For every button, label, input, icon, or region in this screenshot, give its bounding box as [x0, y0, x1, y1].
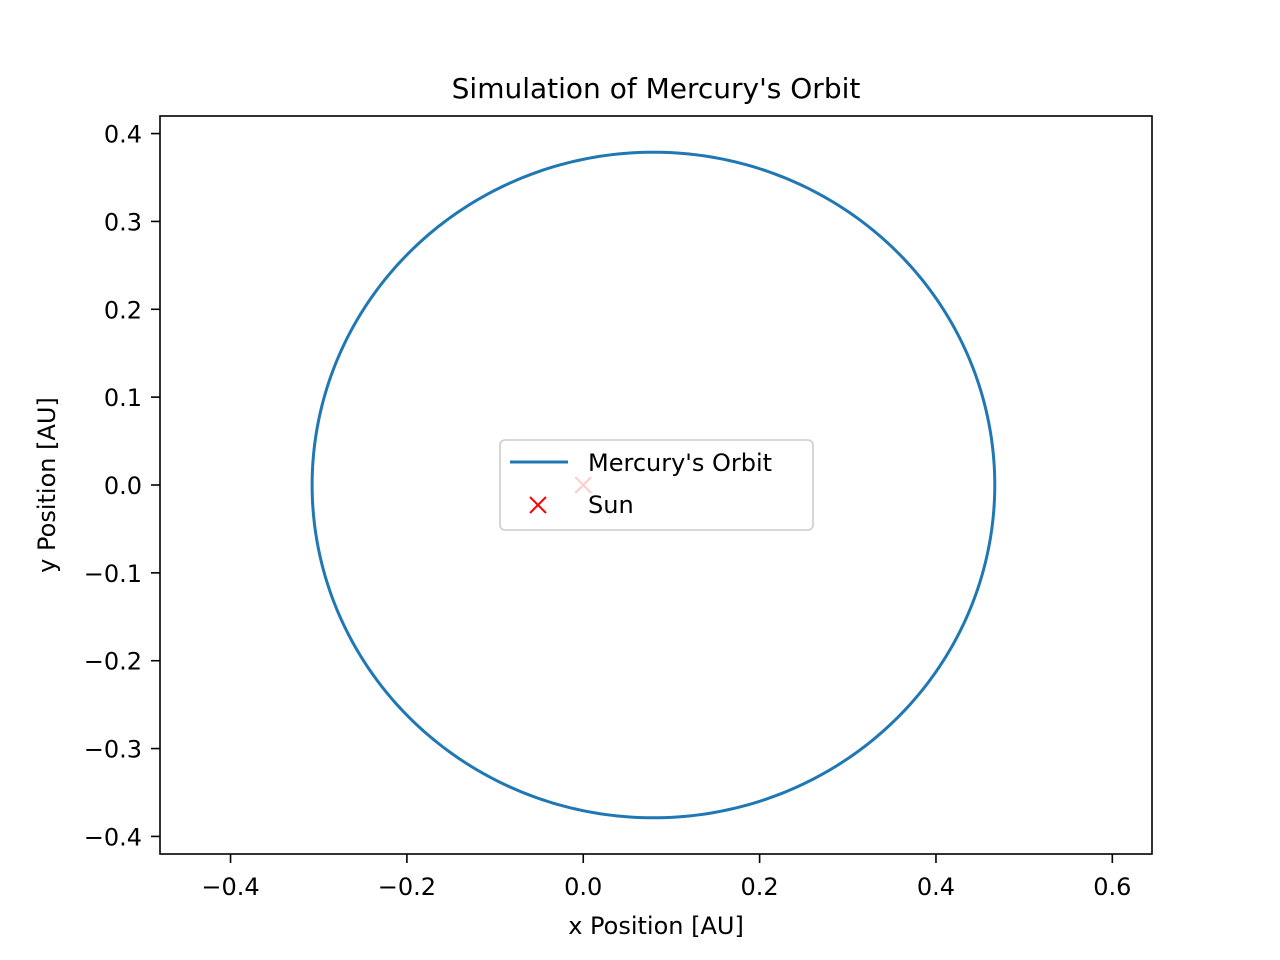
x-tick-label: −0.2 — [378, 873, 436, 901]
x-tick-label: 0.0 — [564, 873, 602, 901]
x-tick-label: −0.4 — [201, 873, 259, 901]
x-axis-label: x Position [AU] — [568, 912, 744, 940]
x-axis: −0.4 −0.2 0.0 0.2 0.4 0.6 — [201, 854, 1131, 901]
x-tick-label: 0.6 — [1093, 873, 1131, 901]
legend-marker-sun — [529, 496, 547, 514]
y-axis: 0.4 0.3 0.2 0.1 0.0 −0.1 −0.2 −0.3 −0.4 — [84, 121, 160, 851]
y-tick-label: 0.4 — [104, 121, 142, 149]
y-tick-label: −0.2 — [84, 648, 142, 676]
x-tick-label: 0.2 — [741, 873, 779, 901]
y-axis-label: y Position [AU] — [33, 397, 61, 573]
series-line-mercury-orbit — [310, 150, 997, 820]
legend-sun-x-stroke-2 — [529, 496, 547, 514]
chart-title: Simulation of Mercury's Orbit — [452, 72, 861, 105]
legend-label-mercury-orbit: Mercury's Orbit — [588, 449, 772, 477]
y-tick-label: −0.1 — [84, 560, 142, 588]
legend: Mercury's Orbit Sun — [499, 439, 814, 531]
x-tick-label: 0.4 — [917, 873, 955, 901]
y-tick-label: −0.3 — [84, 736, 142, 764]
y-tick-label: 0.0 — [104, 472, 142, 500]
y-tick-label: 0.2 — [104, 296, 142, 324]
legend-label-sun: Sun — [588, 491, 634, 519]
y-tick-label: 0.1 — [104, 384, 142, 412]
y-tick-label: 0.3 — [104, 208, 142, 236]
legend-box — [499, 439, 814, 531]
y-tick-label: −0.4 — [84, 823, 142, 851]
